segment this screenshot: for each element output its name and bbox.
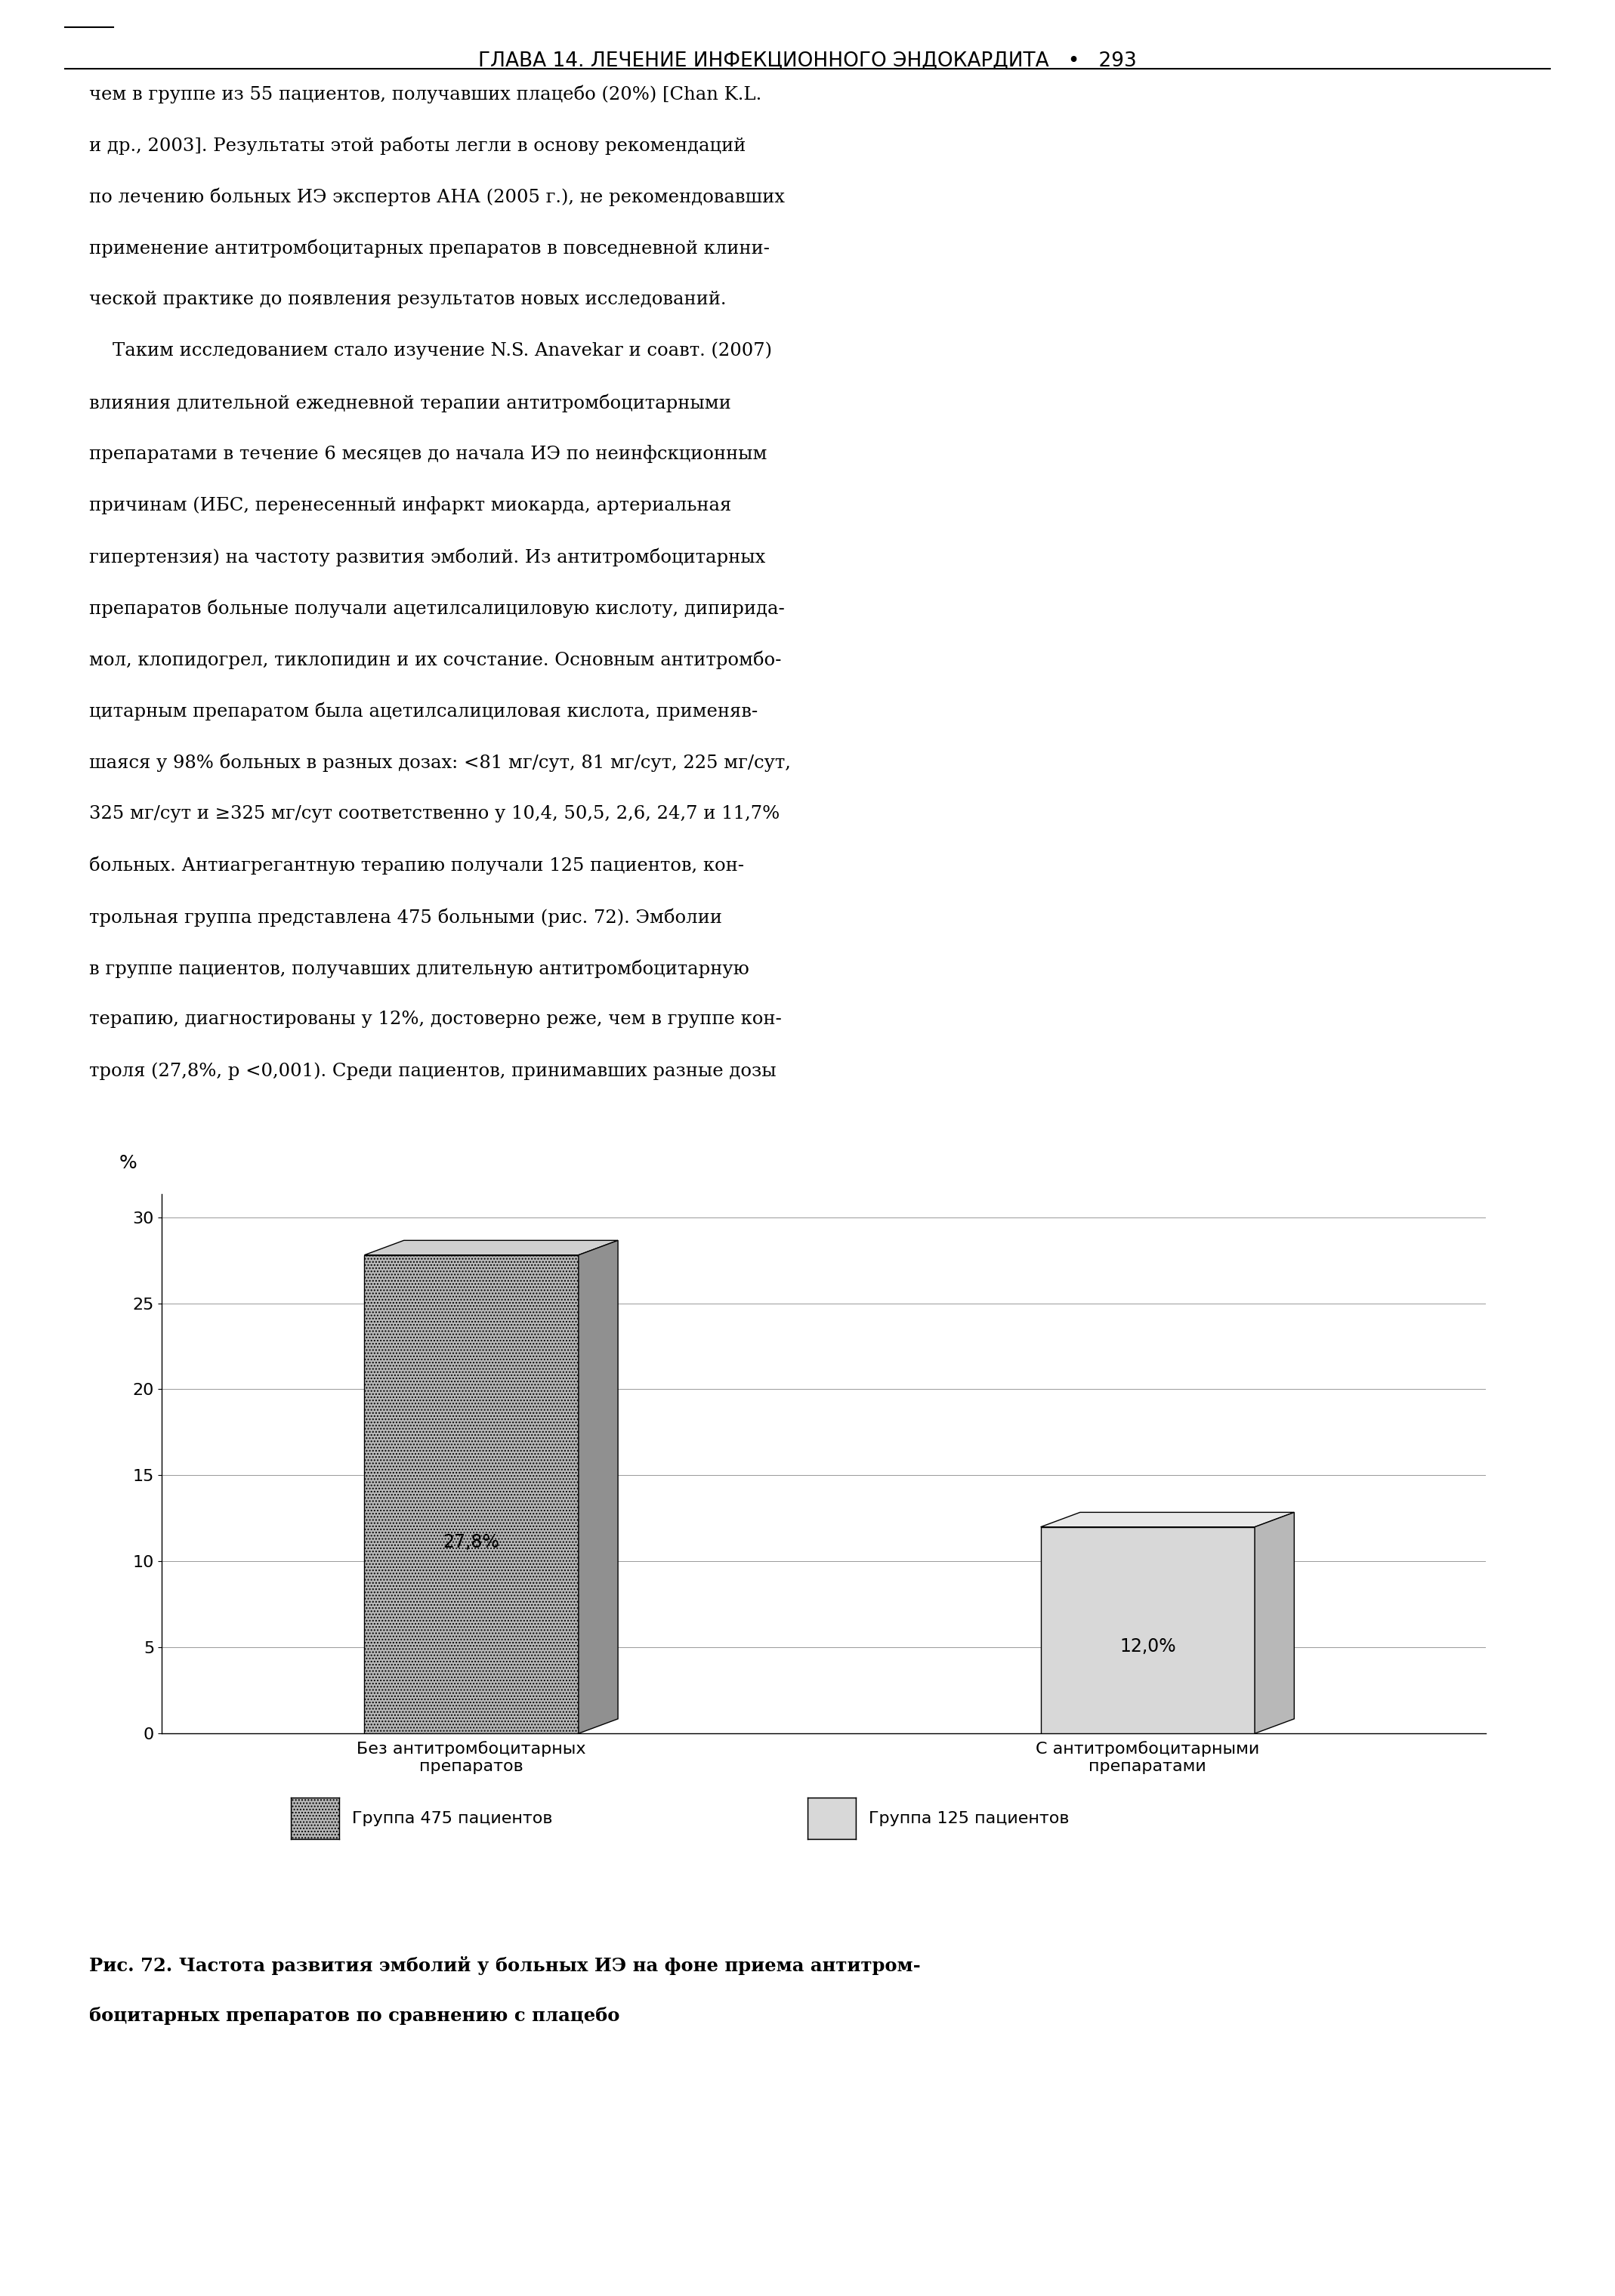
Text: ческой практике до появления результатов новых исследований.: ческой практике до появления результатов… <box>89 292 727 308</box>
Text: причинам (ИБС, перенесенный инфаркт миокарда, артериальная: причинам (ИБС, перенесенный инфаркт миок… <box>89 496 732 514</box>
Text: применение антитромбоцитарных препаратов в повседневной клини-: применение антитромбоцитарных препаратов… <box>89 239 769 257</box>
Text: Группа 475 пациентов: Группа 475 пациентов <box>352 1812 552 1825</box>
Text: цитарным препаратом была ацетилсалициловая кислота, применяв-: цитарным препаратом была ацетилсалицилов… <box>89 703 757 721</box>
Text: по лечению больных ИЭ экспертов АНА (2005 г.), не рекомендовавших: по лечению больных ИЭ экспертов АНА (200… <box>89 188 785 207</box>
Text: Рис. 72. Частота развития эмболий у больных ИЭ на фоне приема антитром-: Рис. 72. Частота развития эмболий у боль… <box>89 1956 921 1975</box>
Text: больных. Антиагрегантную терапию получали 125 пациентов, кон-: больных. Антиагрегантную терапию получал… <box>89 856 745 875</box>
Polygon shape <box>578 1240 619 1733</box>
Text: препаратов больные получали ацетилсалициловую кислоту, дипирида-: препаратов больные получали ацетилсалици… <box>89 599 785 618</box>
Text: 325 мг/сут и ≥325 мг/сут соответственно у 10,4, 50,5, 2,6, 24,7 и 11,7%: 325 мг/сут и ≥325 мг/сут соответственно … <box>89 806 780 822</box>
Polygon shape <box>365 1240 619 1256</box>
Text: ГЛАВА 14. ЛЕЧЕНИЕ ИНФЕКЦИОННОГО ЭНДОКАРДИТА   •   293: ГЛАВА 14. ЛЕЧЕНИЕ ИНФЕКЦИОННОГО ЭНДОКАРД… <box>478 51 1137 71</box>
Text: Группа 125 пациентов: Группа 125 пациентов <box>869 1812 1069 1825</box>
Text: чем в группе из 55 пациентов, получавших плацебо (20%) [Chan K.L.: чем в группе из 55 пациентов, получавших… <box>89 85 761 103</box>
Text: мол, клопидогрел, тиклопидин и их сочстание. Основным антитромбо-: мол, клопидогрел, тиклопидин и их сочста… <box>89 650 782 668</box>
Y-axis label: %: % <box>120 1155 137 1173</box>
Polygon shape <box>1040 1513 1294 1527</box>
Text: боцитарных препаратов по сравнению с плацебо: боцитарных препаратов по сравнению с пла… <box>89 2007 620 2025</box>
Text: и др., 2003]. Результаты этой работы легли в основу рекомендаций: и др., 2003]. Результаты этой работы лег… <box>89 135 746 154</box>
Text: Таким исследованием стало изучение N.S. Anavekar и соавт. (2007): Таким исследованием стало изучение N.S. … <box>89 342 772 360</box>
Text: терапию, диагностированы у 12%, достоверно реже, чем в группе кон-: терапию, диагностированы у 12%, достовер… <box>89 1010 782 1029</box>
Polygon shape <box>1255 1513 1294 1733</box>
Text: в группе пациентов, получавших длительную антитромбоцитарную: в группе пациентов, получавших длительну… <box>89 960 749 978</box>
Text: влияния длительной ежедневной терапии антитромбоцитарными: влияния длительной ежедневной терапии ан… <box>89 393 730 411</box>
Text: троля (27,8%, р <0,001). Среди пациентов, принимавших разные дозы: троля (27,8%, р <0,001). Среди пациентов… <box>89 1063 775 1079</box>
Text: трольная группа представлена 475 больными (рис. 72). Эмболии: трольная группа представлена 475 больным… <box>89 907 722 925</box>
Text: шаяся у 98% больных в разных дозах: <81 мг/сут, 81 мг/сут, 225 мг/сут,: шаяся у 98% больных в разных дозах: <81 … <box>89 753 790 771</box>
Text: 12,0%: 12,0% <box>1119 1637 1176 1655</box>
Text: 27,8%: 27,8% <box>443 1534 499 1552</box>
Bar <box>365 1256 578 1733</box>
Text: гипертензия) на частоту развития эмболий. Из антитромбоцитарных: гипертензия) на частоту развития эмболий… <box>89 549 766 567</box>
Bar <box>1040 1527 1255 1733</box>
Text: препаратами в течение 6 месяцев до начала ИЭ по неинфскционным: препаратами в течение 6 месяцев до начал… <box>89 445 767 464</box>
